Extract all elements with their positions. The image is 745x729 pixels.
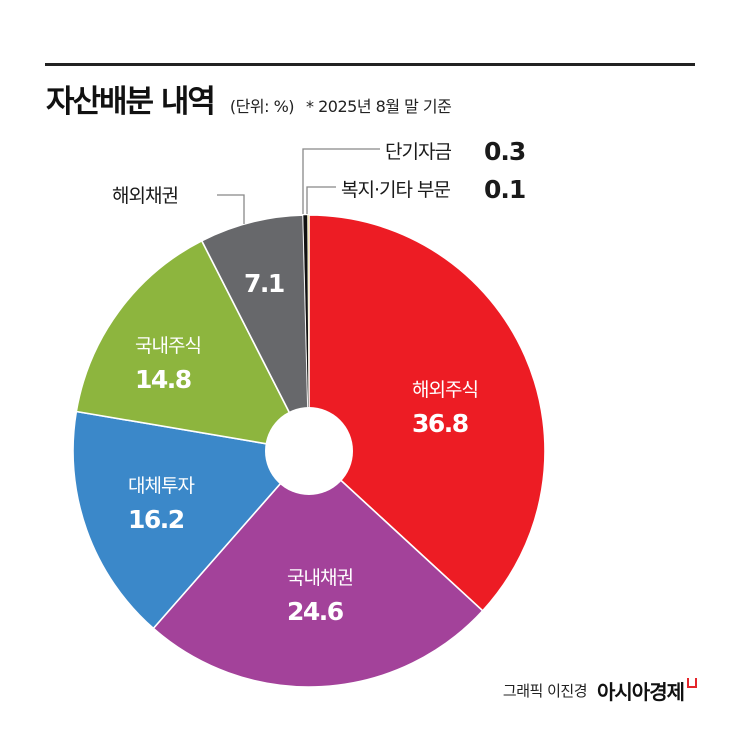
- donut-hole: [265, 407, 353, 495]
- label-name-domestic-bonds: 국내채권: [287, 567, 353, 589]
- label-name-short-term: 단기자금: [385, 141, 451, 163]
- label-value-domestic-stocks: 14.8: [135, 365, 191, 394]
- leader-line-overseas-bonds: [217, 194, 245, 224]
- label-value-overseas-stocks: 36.8: [412, 409, 468, 438]
- graphic-credit: 그래픽 이진경: [502, 682, 588, 700]
- slices: [72, 214, 546, 688]
- leader-line-short-term: [302, 148, 380, 214]
- label-value-alternatives: 16.2: [128, 505, 184, 534]
- leader-line-welfare: [306, 186, 336, 214]
- label-value-welfare: 0.1: [484, 175, 525, 204]
- label-value-short-term: 0.3: [484, 137, 525, 166]
- pie-slice-6: [307, 214, 310, 452]
- top-rule: [45, 63, 695, 66]
- label-name-overseas-bonds: 해외채권: [112, 185, 178, 207]
- label-name-domestic-stocks: 국내주식: [135, 335, 201, 357]
- label-name-alternatives: 대체투자: [128, 475, 194, 497]
- brand-mark-icon: [687, 677, 697, 688]
- pie-slice-0: [308, 214, 546, 612]
- unit-label: (단위: %): [229, 97, 295, 116]
- title-row: 자산배분 내역 (단위: %) * 2025년 8월 말 기준: [46, 76, 452, 121]
- brand-logo: 아시아경제: [597, 680, 685, 704]
- label-name-overseas-stocks: 해외주식: [412, 379, 478, 401]
- chart-title: 자산배분 내역: [46, 84, 216, 120]
- pie-slice-1: [152, 449, 484, 688]
- label-value-domestic-bonds: 24.6: [287, 597, 344, 626]
- credit: 그래픽 이진경 아시아경제: [503, 676, 697, 705]
- date-note: * 2025년 8월 말 기준: [306, 97, 452, 116]
- label-value-overseas-bonds: 7.1: [244, 269, 284, 298]
- pie-slice-4: [200, 214, 310, 452]
- pie-slice-2: [72, 410, 311, 630]
- label-name-welfare: 복지·기타 부문: [341, 179, 450, 201]
- pie-slice-3: [75, 239, 311, 453]
